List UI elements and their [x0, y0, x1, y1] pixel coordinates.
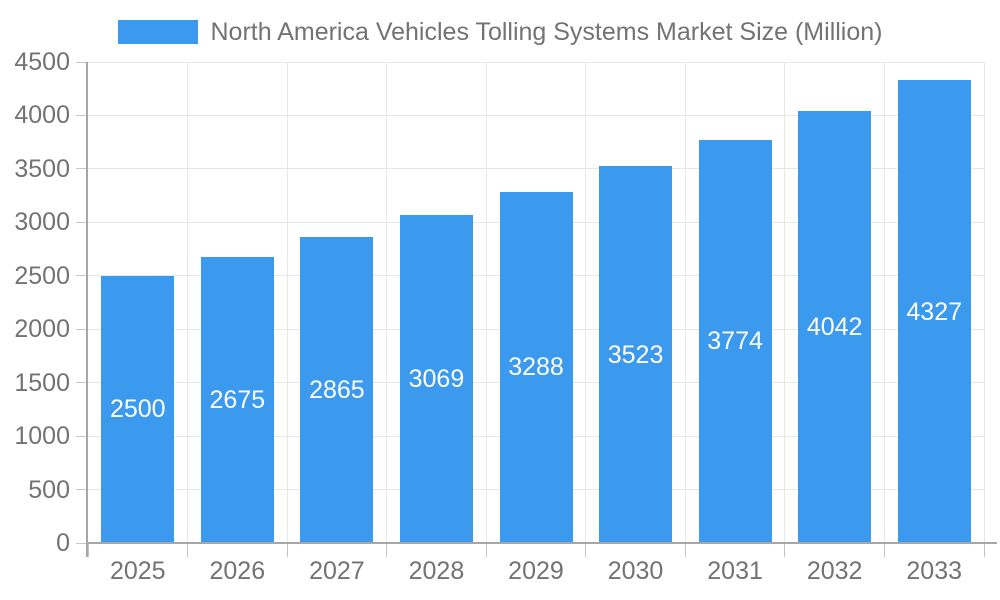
- x-axis-label: 2029: [508, 557, 564, 585]
- gridline-vertical: [585, 62, 587, 543]
- bar-value-label: 4042: [806, 312, 863, 341]
- x-axis-tick: [187, 543, 189, 557]
- y-axis-tick: [76, 114, 88, 116]
- y-axis-line: [86, 62, 88, 557]
- y-axis-label: 4000: [14, 101, 70, 130]
- bar[interactable]: 2675: [200, 257, 274, 543]
- y-axis-label: 1000: [14, 422, 70, 451]
- bar-value-label: 2675: [209, 386, 266, 415]
- x-axis-tick: [883, 543, 885, 557]
- y-axis-label: 0: [56, 529, 70, 557]
- legend-swatch: [117, 20, 198, 44]
- y-axis-tick: [76, 168, 88, 170]
- bar-value-label: 2865: [309, 375, 365, 404]
- bar[interactable]: 2500: [101, 275, 175, 543]
- x-axis-tick: [485, 543, 487, 557]
- x-axis-label: 2027: [309, 557, 365, 585]
- bar-value-label: 3774: [707, 327, 763, 356]
- x-axis-tick: [286, 543, 288, 557]
- gridline-vertical: [883, 62, 885, 543]
- y-axis-label: 2000: [14, 315, 70, 344]
- bar[interactable]: 4042: [798, 110, 872, 543]
- bar-value-label: 4327: [906, 297, 963, 326]
- x-axis-label: 2030: [607, 557, 664, 585]
- x-axis-tick: [386, 543, 388, 557]
- gridline-vertical: [784, 62, 786, 543]
- y-axis-label: 500: [28, 475, 70, 504]
- x-axis-label: 2028: [408, 557, 465, 585]
- bar-value-label: 2500: [109, 395, 166, 424]
- legend-label: North America Vehicles Tolling Systems M…: [210, 17, 883, 46]
- y-axis-label: 3000: [14, 208, 70, 237]
- gridline-vertical: [684, 62, 686, 543]
- y-axis-tick: [76, 542, 88, 544]
- x-axis-label: 2026: [209, 557, 266, 585]
- y-axis-tick: [76, 61, 88, 63]
- y-axis-tick: [76, 489, 88, 491]
- y-axis-tick: [76, 275, 88, 277]
- bar-value-label: 3069: [408, 364, 465, 393]
- x-axis-tick: [983, 543, 985, 557]
- bar-value-label: 3523: [607, 340, 664, 369]
- x-axis-tick: [684, 543, 686, 557]
- x-axis-label: 2031: [707, 557, 763, 585]
- gridline-vertical: [485, 62, 487, 543]
- x-axis-tick: [585, 543, 587, 557]
- gridline-vertical: [386, 62, 388, 543]
- y-axis-label: 4500: [14, 48, 70, 76]
- bar[interactable]: 3069: [399, 214, 473, 543]
- gridline-horizontal: [88, 61, 984, 63]
- x-axis-line: [86, 542, 997, 544]
- x-axis-label: 2033: [906, 557, 963, 585]
- x-axis-label: 2025: [109, 557, 166, 585]
- gridline-vertical: [286, 62, 288, 543]
- bar-value-label: 3288: [508, 353, 564, 382]
- bar[interactable]: 2865: [300, 236, 374, 543]
- gridline-horizontal: [88, 168, 984, 170]
- bar[interactable]: 3523: [599, 166, 673, 543]
- y-axis-label: 3500: [14, 154, 70, 183]
- bar[interactable]: 3774: [698, 139, 772, 543]
- y-axis-tick: [76, 221, 88, 223]
- y-axis-tick: [76, 328, 88, 330]
- chart-legend[interactable]: North America Vehicles Tolling Systems M…: [0, 17, 1000, 46]
- gridline-vertical: [983, 62, 985, 543]
- bar[interactable]: 3288: [499, 191, 573, 543]
- x-axis-tick: [87, 543, 89, 557]
- x-axis-tick: [784, 543, 786, 557]
- x-axis-label: 2032: [806, 557, 863, 585]
- y-axis-label: 2500: [14, 261, 70, 290]
- y-axis-tick: [76, 435, 88, 437]
- gridline-vertical: [187, 62, 189, 543]
- y-axis-tick: [76, 382, 88, 384]
- y-axis-label: 1500: [14, 368, 70, 397]
- bar[interactable]: 4327: [897, 80, 971, 543]
- gridline-horizontal: [88, 114, 984, 116]
